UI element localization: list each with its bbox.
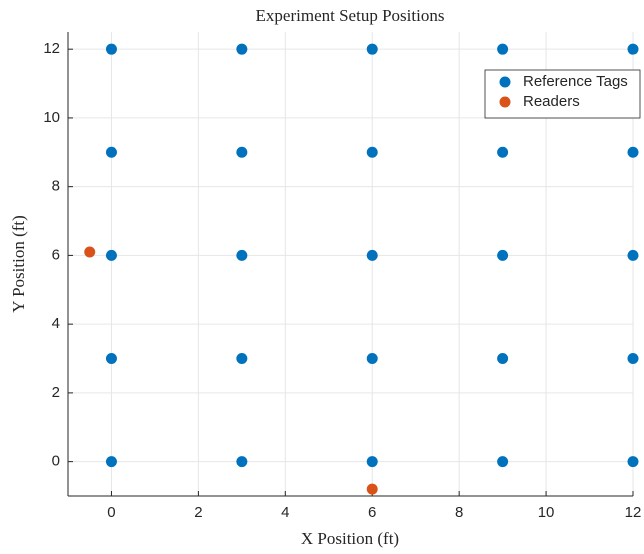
legend-label: Reference Tags (523, 73, 628, 90)
y-axis-label: Y Position (ft) (9, 215, 28, 313)
chart-title: Experiment Setup Positions (256, 6, 445, 25)
x-tick-label: 6 (368, 504, 376, 521)
x-axis-label: X Position (ft) (301, 529, 399, 548)
point (627, 456, 639, 468)
point (236, 249, 248, 261)
point (366, 249, 378, 261)
x-tick-label: 12 (625, 504, 642, 521)
point (236, 456, 248, 468)
point (497, 146, 509, 158)
point (497, 43, 509, 55)
y-tick-label: 0 (52, 453, 60, 470)
point (105, 456, 117, 468)
y-tick-label: 6 (52, 246, 60, 263)
y-tick-label: 8 (52, 178, 60, 195)
point (366, 353, 378, 365)
y-tick-label: 4 (52, 315, 60, 332)
point (105, 146, 117, 158)
y-tick-label: 12 (43, 40, 60, 57)
point (497, 456, 509, 468)
point (105, 249, 117, 261)
legend-marker (499, 76, 511, 88)
point (497, 249, 509, 261)
x-tick-label: 2 (194, 504, 202, 521)
point (366, 146, 378, 158)
point (366, 43, 378, 55)
point (105, 353, 117, 365)
point (105, 43, 117, 55)
y-tick-label: 2 (52, 384, 60, 401)
x-tick-label: 8 (455, 504, 463, 521)
point (497, 353, 509, 365)
legend-label: Readers (523, 93, 580, 110)
point (236, 353, 248, 365)
x-tick-label: 4 (281, 504, 289, 521)
point (236, 43, 248, 55)
point (627, 249, 639, 261)
point (627, 146, 639, 158)
x-tick-label: 0 (107, 504, 115, 521)
point (627, 43, 639, 55)
point (236, 146, 248, 158)
y-tick-label: 10 (43, 109, 60, 126)
legend-marker (499, 96, 511, 108)
point (366, 483, 378, 495)
legend-box (484, 69, 641, 119)
point (627, 353, 639, 365)
point (366, 456, 378, 468)
x-tick-label: 10 (538, 504, 555, 521)
point (84, 246, 96, 258)
